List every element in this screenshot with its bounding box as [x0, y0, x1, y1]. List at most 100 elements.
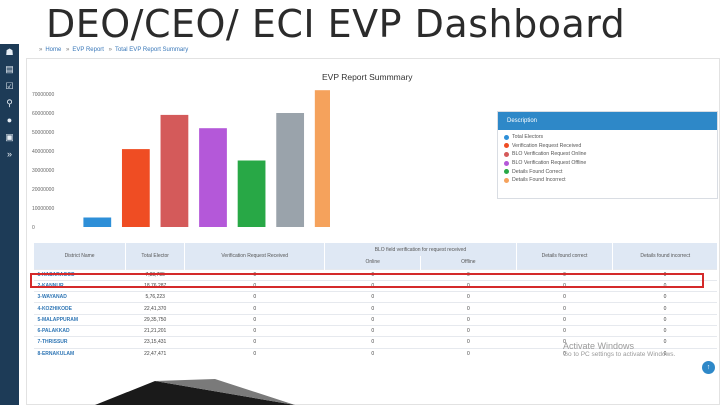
y-tick-label: 70000000 — [32, 92, 54, 98]
cell-correct: 0 — [516, 302, 613, 315]
y-tick-label: 20000000 — [32, 187, 54, 193]
cell-correct: 0 — [516, 336, 613, 349]
arrow-up-icon: ↑ — [706, 364, 711, 371]
legend-item[interactable]: BLO Verification Request Offline — [498, 159, 717, 168]
cell-correct: 0 — [516, 313, 613, 326]
cell-correct: 0 — [516, 324, 613, 337]
user-icon[interactable]: ● — [6, 115, 13, 125]
breadcrumb-evp-report[interactable]: EVP Report — [72, 47, 104, 53]
cell-offline: 0 — [420, 302, 517, 315]
cell-incorrect: 0 — [612, 302, 717, 315]
cell-received: 0 — [184, 313, 325, 326]
cell-total: 5,76,223 — [125, 291, 185, 303]
legend-label: Details Found Correct — [512, 168, 563, 175]
activate-windows-watermark: Activate Windows Go to PC settings to ac… — [563, 341, 675, 358]
crumb-separator: » — [108, 47, 112, 53]
report-icon[interactable]: ▣ — [5, 132, 14, 142]
cell-incorrect: 0 — [612, 336, 717, 349]
sidebar: ☗ ▤ ☑ ⚲ ● ▣ » — [0, 44, 19, 405]
breadcrumb-home[interactable]: Home — [45, 47, 62, 53]
cell-district[interactable]: 5-MALAPPURAM — [33, 313, 126, 326]
table-row[interactable]: 4-KOZHIKODE 22,41,370 0 0 0 0 0 — [33, 302, 717, 315]
cell-offline: 0 — [420, 324, 517, 337]
legend-item[interactable]: Details Found Correct — [498, 167, 717, 176]
cell-incorrect: 0 — [612, 279, 717, 292]
document-icon[interactable]: ▤ — [5, 64, 14, 74]
y-tick-label: 40000000 — [32, 149, 54, 155]
cell-offline: 0 — [420, 313, 517, 326]
cell-district[interactable]: 3-WAYANAD — [33, 291, 126, 303]
watermark-line2: Go to PC settings to activate Windows. — [563, 351, 676, 358]
bar[interactable] — [199, 128, 227, 227]
cell-district[interactable]: 4-KOZHIKODE — [33, 302, 126, 315]
cell-incorrect: 0 — [612, 313, 717, 326]
dashboard-icon[interactable]: ☗ — [5, 47, 14, 57]
breadcrumb-current: Total EVP Report Summary — [114, 47, 189, 53]
legend-item[interactable]: Verification Request Received — [498, 142, 717, 151]
cell-district[interactable]: 6-PALAKKAD — [33, 324, 126, 337]
legend-dot-icon — [504, 143, 509, 149]
cell-online: 0 — [324, 336, 421, 349]
bar[interactable] — [83, 217, 112, 228]
legend-label: BLO Verification Request Online — [512, 151, 587, 158]
table-row[interactable]: 8-ERNAKULAM 22,47,471 0 0 0 0 0 — [33, 347, 717, 360]
legend-dot-icon — [504, 160, 509, 166]
bar[interactable] — [314, 90, 330, 227]
legend-dot-icon — [504, 177, 509, 183]
col-offline[interactable]: Offline — [420, 256, 517, 269]
cell-received: 0 — [184, 291, 325, 303]
y-tick-label: 50000000 — [32, 130, 54, 136]
cell-offline: 0 — [420, 347, 517, 360]
legend-item[interactable]: Total Electors — [498, 133, 717, 142]
cell-total: 22,41,370 — [125, 302, 185, 315]
crumb-separator: » — [39, 47, 43, 53]
bar[interactable] — [237, 160, 266, 228]
bar[interactable] — [121, 149, 150, 227]
cell-incorrect: 0 — [612, 347, 717, 360]
legend-item[interactable]: BLO Verification Request Online — [498, 150, 717, 159]
col-verification-received[interactable]: Verification Request Received — [184, 243, 325, 269]
col-district-name[interactable]: District Name — [32, 243, 126, 269]
breadcrumb: » Home » EVP Report » Total EVP Report Summ… — [36, 47, 188, 53]
table-row[interactable]: 3-WAYANAD 5,76,223 0 0 0 0 0 — [33, 291, 717, 303]
cell-online: 0 — [324, 324, 421, 337]
bar[interactable] — [160, 114, 189, 227]
bar[interactable] — [276, 113, 305, 227]
cell-offline: 0 — [420, 291, 517, 303]
y-tick-label: 60000000 — [32, 111, 54, 117]
col-online[interactable]: Online — [324, 256, 421, 269]
cell-online: 0 — [324, 313, 421, 326]
col-total-elector[interactable]: Total Elector — [125, 243, 185, 269]
check-icon[interactable]: ☑ — [5, 81, 14, 91]
table-row[interactable]: 5-MALAPPURAM 29,35,750 0 0 0 0 0 — [33, 313, 717, 326]
cell-received: 0 — [184, 324, 325, 337]
cell-incorrect: 0 — [612, 324, 717, 337]
description-header: Description — [498, 112, 717, 130]
col-details-incorrect[interactable]: Details found incorrect — [612, 243, 717, 269]
cell-incorrect: 0 — [612, 291, 717, 303]
col-blo-field-verification: BLO field verification for request recei… — [324, 243, 517, 256]
cell-correct: 0 — [516, 279, 613, 292]
chart-title: EVP Report Summmary — [322, 72, 413, 82]
cell-district[interactable]: 7-THRISSUR — [33, 336, 126, 349]
table-row[interactable]: 2-KANNUR 18,76,287 0 0 0 0 0 — [33, 279, 717, 292]
table-row[interactable]: 6-PALAKKAD 21,21,201 0 0 0 0 0 — [33, 324, 717, 337]
cell-district[interactable]: 2-KANNUR — [33, 279, 126, 292]
cell-online: 0 — [324, 347, 421, 360]
district-table: District Name Total Elector Verification… — [32, 243, 717, 360]
cell-online: 0 — [324, 279, 421, 292]
legend-label: Details Found Incorrect — [512, 177, 566, 184]
cell-offline: 0 — [420, 336, 517, 349]
legend-item[interactable]: Details Found Incorrect — [498, 176, 717, 185]
search-icon[interactable]: ⚲ — [6, 98, 13, 108]
table-row[interactable]: 7-THRISSUR 23,15,431 0 0 0 0 0 — [33, 336, 717, 349]
forward-icon[interactable]: » — [6, 149, 12, 159]
slide-title: DEO/CEO/ ECI EVP Dashboard — [46, 2, 626, 46]
legend-dot-icon — [504, 169, 509, 175]
cell-district[interactable]: 8-ERNAKULAM — [33, 347, 126, 360]
col-details-correct[interactable]: Details found correct — [515, 243, 613, 269]
scroll-top-button[interactable]: ↑ — [702, 361, 715, 374]
y-tick-label: 0 — [32, 225, 35, 231]
cell-total: 18,76,287 — [125, 279, 185, 292]
